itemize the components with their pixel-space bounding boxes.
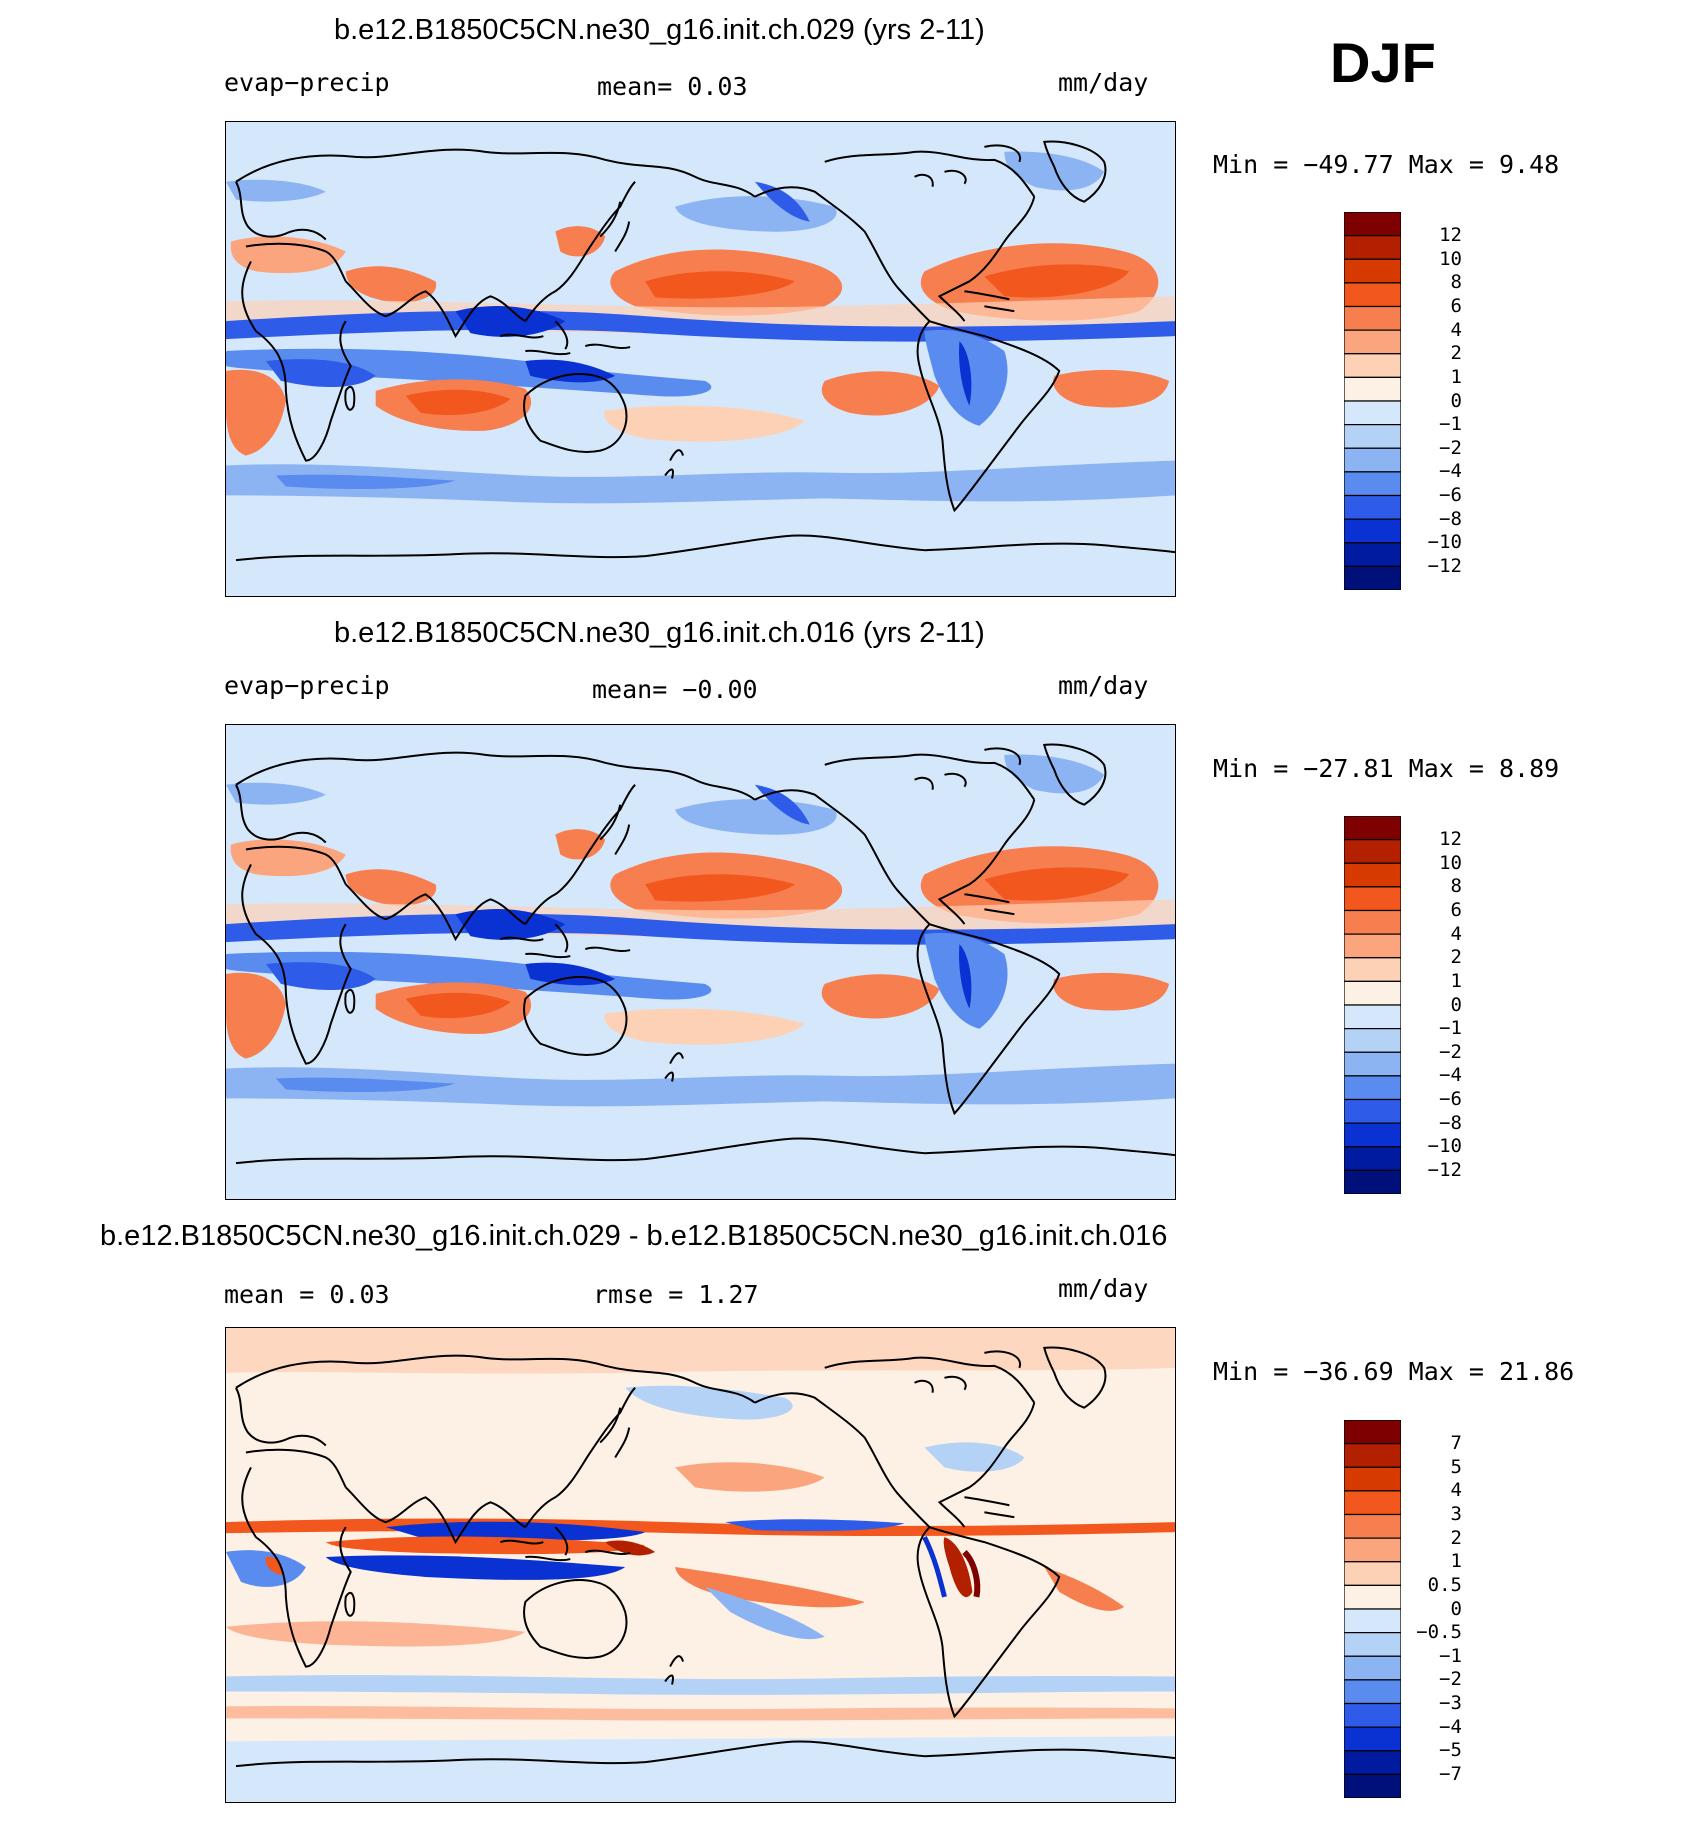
panel-2-colorbar <box>1344 816 1401 1194</box>
panel-1-minmax: Min = −49.77 Max = 9.48 <box>1213 150 1560 179</box>
colorbar-3-label: −4 <box>1439 1715 1462 1738</box>
colorbar-2-label: 4 <box>1450 922 1462 945</box>
colorbar-3-label: 7 <box>1450 1432 1462 1455</box>
panel-2-mean-label: mean= −0.00 <box>592 675 758 704</box>
colorbar-2-label: 8 <box>1450 875 1462 898</box>
colorbar-3-label: −2 <box>1439 1668 1462 1691</box>
colorbar-1-label: 12 <box>1439 224 1462 247</box>
colorbar-2-label: 10 <box>1439 851 1462 874</box>
colorbar-3-label: 4 <box>1450 1479 1462 1502</box>
panel-2-variable-label: evap−precip <box>224 671 390 700</box>
colorbar-3-label: 3 <box>1450 1503 1462 1525</box>
panel-1-units-label: mm/day <box>1058 68 1149 97</box>
colorbar-3-label: 0.5 <box>1427 1573 1462 1596</box>
panel-2-title: b.e12.B1850C5CN.ne30_g16.init.ch.016 (yr… <box>334 617 985 649</box>
colorbar-3-label: −7 <box>1439 1762 1462 1785</box>
colorbar-2-label: 6 <box>1450 899 1462 921</box>
colorbar-3-label: −5 <box>1439 1739 1462 1762</box>
colorbar-1-label: −2 <box>1439 436 1462 459</box>
panel-3-mean-label: mean = 0.03 <box>224 1280 390 1309</box>
panel-3-minmax: Min = −36.69 Max = 21.86 <box>1213 1357 1575 1386</box>
panel-1-variable-label: evap−precip <box>224 68 390 97</box>
colorbar-2-label: −2 <box>1439 1040 1462 1063</box>
panel-3-map <box>225 1327 1176 1803</box>
colorbar-1-label: −8 <box>1439 507 1462 530</box>
colorbar-1-label: −4 <box>1439 460 1462 483</box>
colorbar-1-label: 10 <box>1439 247 1462 270</box>
colorbar-2-label: 2 <box>1450 946 1462 969</box>
panel-1-title: b.e12.B1850C5CN.ne30_g16.init.ch.029 (yr… <box>334 14 985 46</box>
colorbar-1-label: 2 <box>1450 342 1462 365</box>
colorbar-1-label: 4 <box>1450 318 1462 341</box>
colorbar-1-label: −10 <box>1427 531 1462 554</box>
panel-2-map <box>225 724 1176 1200</box>
colorbar-2-label: 12 <box>1439 828 1462 851</box>
colorbar-3-label: −0.5 <box>1416 1621 1462 1644</box>
colorbar-1-box-15 <box>1344 565 1401 590</box>
colorbar-3-label: −1 <box>1439 1644 1462 1667</box>
colorbar-3-box-15 <box>1344 1773 1401 1798</box>
panel-3-title: b.e12.B1850C5CN.ne30_g16.init.ch.029 - b… <box>100 1220 1168 1252</box>
colorbar-1-label: 6 <box>1450 295 1462 317</box>
panel-1-map <box>225 121 1176 597</box>
colorbar-1-label: −1 <box>1439 413 1462 436</box>
panel-1-mean-label: mean= 0.03 <box>597 72 748 101</box>
panel-2-minmax: Min = −27.81 Max = 8.89 <box>1213 754 1560 783</box>
colorbar-2-label: −8 <box>1439 1111 1462 1134</box>
colorbar-3-label: 1 <box>1450 1550 1462 1573</box>
colorbar-2-label: −1 <box>1439 1017 1462 1040</box>
colorbar-2-label: −10 <box>1427 1135 1462 1158</box>
colorbar-3-label: 5 <box>1450 1455 1462 1478</box>
colorbar-2-label: 1 <box>1450 969 1462 992</box>
panel-3-units-label: mm/day <box>1058 1274 1149 1303</box>
panel-1-colorbar <box>1344 212 1401 590</box>
panel-2-units-label: mm/day <box>1058 671 1149 700</box>
panel-3-colorbar <box>1344 1420 1401 1798</box>
colorbar-2-box-15 <box>1344 1169 1401 1194</box>
colorbar-1-label: −6 <box>1439 484 1462 506</box>
colorbar-2-label: −6 <box>1439 1088 1462 1110</box>
colorbar-3-label: −3 <box>1439 1692 1462 1714</box>
colorbar-1-label: 0 <box>1450 389 1462 412</box>
colorbar-2-label: 0 <box>1450 993 1462 1016</box>
colorbar-3-label: 2 <box>1450 1526 1462 1549</box>
season-label: DJF <box>1330 31 1436 94</box>
colorbar-1-label: 1 <box>1450 365 1462 388</box>
panel-3-rmse-label: rmse = 1.27 <box>593 1280 759 1309</box>
colorbar-1-label: 8 <box>1450 271 1462 294</box>
colorbar-2-label: −12 <box>1427 1158 1462 1181</box>
colorbar-1-label: −12 <box>1427 554 1462 577</box>
colorbar-2-label: −4 <box>1439 1064 1462 1087</box>
colorbar-3-label: 0 <box>1450 1597 1462 1620</box>
